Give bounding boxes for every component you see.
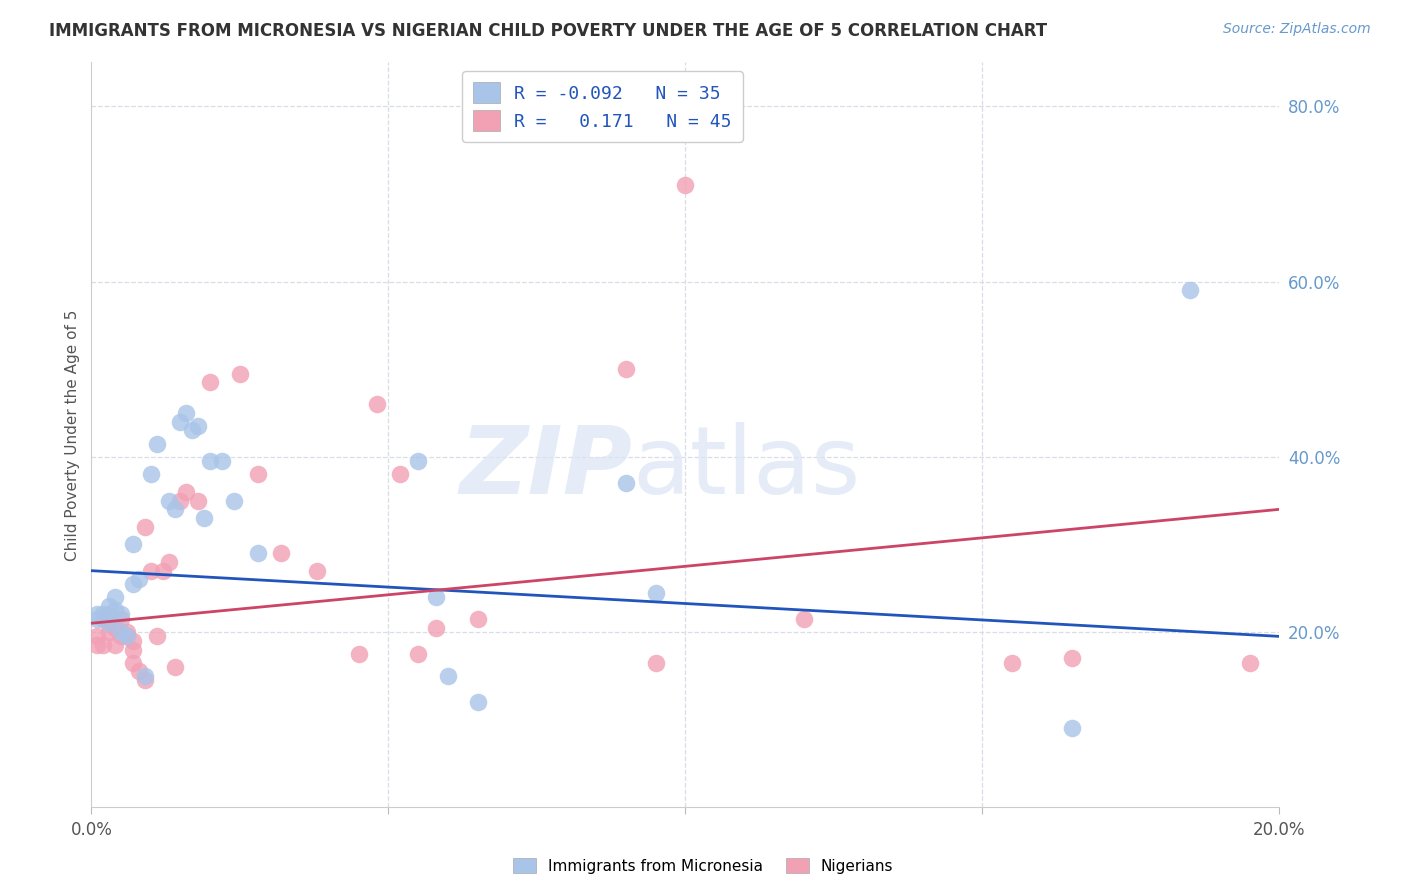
- Point: [104, 603, 127, 617]
- Point: [115, 625, 138, 640]
- Point: [176, 406, 198, 420]
- Point: [614, 476, 637, 491]
- Point: [122, 642, 145, 657]
- Point: [115, 629, 138, 643]
- Point: [98, 625, 121, 640]
- Y-axis label: Child Poverty Under the Age of 5: Child Poverty Under the Age of 5: [65, 310, 80, 560]
- Text: ZIP: ZIP: [460, 423, 631, 515]
- Point: [104, 638, 127, 652]
- Point: [86, 607, 108, 622]
- Point: [98, 599, 121, 613]
- Point: [104, 590, 127, 604]
- Point: [270, 546, 292, 560]
- Point: [163, 502, 186, 516]
- Point: [181, 424, 204, 438]
- Text: IMMIGRANTS FROM MICRONESIA VS NIGERIAN CHILD POVERTY UNDER THE AGE OF 5 CORRELAT: IMMIGRANTS FROM MICRONESIA VS NIGERIAN C…: [49, 22, 1047, 40]
- Point: [1239, 656, 1261, 670]
- Point: [246, 546, 269, 560]
- Point: [91, 638, 114, 652]
- Point: [110, 607, 132, 622]
- Point: [145, 629, 167, 643]
- Point: [673, 178, 696, 193]
- Point: [134, 669, 156, 683]
- Point: [176, 484, 198, 499]
- Point: [134, 673, 156, 688]
- Text: Source: ZipAtlas.com: Source: ZipAtlas.com: [1223, 22, 1371, 37]
- Point: [134, 520, 156, 534]
- Point: [110, 629, 132, 643]
- Point: [644, 656, 666, 670]
- Point: [246, 467, 269, 482]
- Point: [347, 647, 370, 661]
- Point: [1060, 651, 1083, 665]
- Point: [193, 511, 215, 525]
- Point: [110, 625, 132, 640]
- Point: [467, 695, 489, 709]
- Point: [366, 397, 388, 411]
- Point: [187, 493, 209, 508]
- Point: [467, 612, 489, 626]
- Point: [163, 660, 186, 674]
- Point: [139, 467, 162, 482]
- Legend: R = -0.092   N = 35, R =   0.171   N = 45: R = -0.092 N = 35, R = 0.171 N = 45: [463, 71, 742, 142]
- Text: atlas: atlas: [631, 423, 860, 515]
- Point: [91, 607, 114, 622]
- Legend: Immigrants from Micronesia, Nigerians: Immigrants from Micronesia, Nigerians: [506, 852, 900, 880]
- Point: [86, 629, 108, 643]
- Point: [128, 573, 150, 587]
- Point: [145, 436, 167, 450]
- Point: [211, 454, 233, 468]
- Point: [98, 607, 121, 622]
- Point: [436, 669, 458, 683]
- Point: [128, 665, 150, 679]
- Point: [1180, 283, 1202, 297]
- Point: [200, 376, 222, 390]
- Point: [169, 493, 191, 508]
- Point: [307, 564, 329, 578]
- Point: [122, 633, 145, 648]
- Point: [98, 616, 121, 631]
- Point: [152, 564, 174, 578]
- Point: [115, 629, 138, 643]
- Point: [169, 415, 191, 429]
- Point: [200, 454, 222, 468]
- Point: [122, 577, 145, 591]
- Point: [86, 612, 108, 626]
- Point: [122, 656, 145, 670]
- Point: [644, 585, 666, 599]
- Point: [122, 537, 145, 551]
- Point: [139, 564, 162, 578]
- Point: [86, 638, 108, 652]
- Point: [157, 493, 180, 508]
- Point: [425, 621, 447, 635]
- Point: [157, 555, 180, 569]
- Point: [98, 616, 121, 631]
- Point: [110, 612, 132, 626]
- Point: [229, 367, 252, 381]
- Point: [389, 467, 412, 482]
- Point: [104, 621, 127, 635]
- Point: [406, 647, 429, 661]
- Point: [406, 454, 429, 468]
- Point: [1060, 722, 1083, 736]
- Point: [793, 612, 815, 626]
- Point: [425, 590, 447, 604]
- Point: [614, 362, 637, 376]
- Point: [222, 493, 245, 508]
- Point: [1001, 656, 1024, 670]
- Point: [91, 612, 114, 626]
- Point: [187, 419, 209, 434]
